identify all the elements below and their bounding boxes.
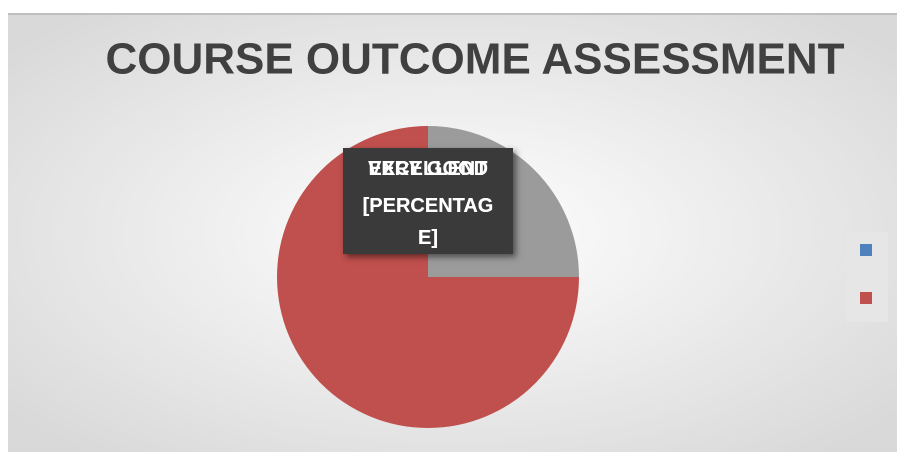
data-label-category: EXCELLENT bbox=[368, 158, 488, 180]
legend-swatch bbox=[860, 244, 872, 256]
data-label-category: VERY GOOD bbox=[367, 158, 489, 180]
chart-title: COURSE OUTCOME ASSESSMENT bbox=[105, 35, 844, 84]
data-label-value: [PERCENTAGE] bbox=[362, 195, 494, 249]
data-label-box: EXCELLENT [PERCENTAGE] VERY GOOD [PERCENTAG… bbox=[343, 148, 513, 254]
data-label-value: [PERCENTAGE] bbox=[362, 195, 494, 249]
legend-swatch bbox=[860, 292, 872, 304]
